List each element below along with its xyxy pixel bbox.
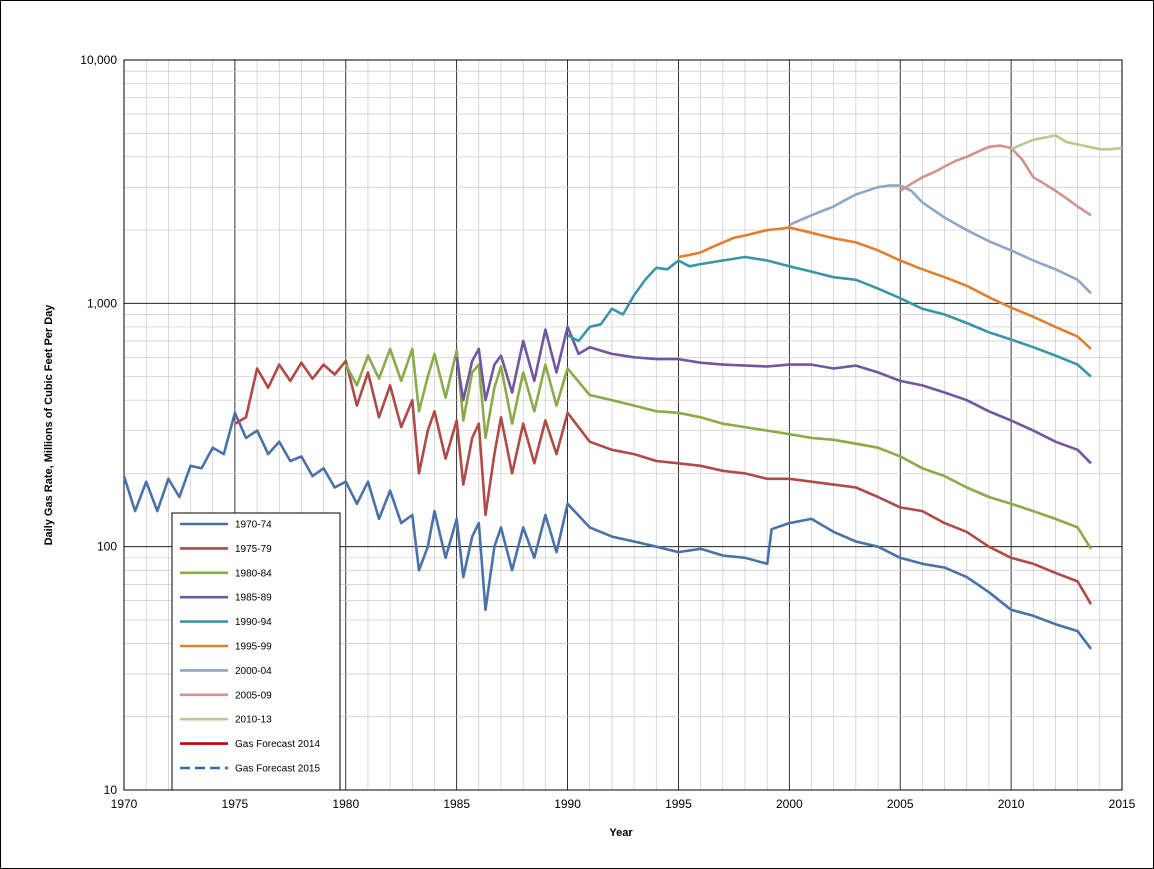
- y-tick-label: 10: [104, 783, 118, 797]
- series-line-1990-94: [566, 255, 1092, 378]
- legend-label: 1990-94: [235, 617, 272, 628]
- series-line-2010-13: [1010, 134, 1123, 151]
- legend-label: 1985-89: [235, 593, 272, 604]
- y-tick-label: 10,000: [80, 53, 117, 67]
- x-axis-label: Year: [609, 827, 633, 839]
- legend-label: 2005-09: [235, 690, 272, 701]
- x-tick-label: 2015: [1109, 797, 1136, 811]
- y-axis-label: Daily Gas Rate, Millions of Cubic Feet P…: [43, 304, 55, 546]
- x-tick-label: 2005: [887, 797, 914, 811]
- series-line-1975-79: [234, 359, 1093, 605]
- legend-label: Gas Forecast 2015: [235, 764, 320, 775]
- legend-label: Gas Forecast 2014: [235, 739, 320, 750]
- x-tick-label: 2000: [776, 797, 803, 811]
- x-tick-label: 2010: [998, 797, 1025, 811]
- x-tick-label: 1990: [554, 797, 581, 811]
- y-tick-labels: 10 100 1,000 10,000: [80, 53, 117, 797]
- series-line-2000-04: [788, 184, 1092, 295]
- x-tick-label: 1995: [665, 797, 692, 811]
- legend-label: 1975-79: [235, 544, 272, 555]
- legend: 1970-74 1975-79 1980-84 1985-89 1990-94 1995-…: [171, 512, 341, 791]
- legend-label: 2010-13: [235, 715, 272, 726]
- legend-label: 1980-84: [235, 568, 272, 579]
- plot-area-border: [123, 59, 1123, 791]
- series-line-1995-99: [678, 226, 1092, 350]
- series-line-1985-89: [455, 325, 1092, 465]
- series-line-1970-74: [122, 411, 1093, 650]
- x-tick-label: 1970: [111, 797, 138, 811]
- legend-label: 2000-04: [235, 666, 272, 677]
- x-tick-labels: 1970 1975 1980 1985 1990 1995 2000 2005 2010 2015: [111, 797, 1136, 811]
- y-tick-label: 100: [97, 540, 117, 554]
- legend-label: 1995-99: [235, 642, 272, 653]
- series-lines: [122, 134, 1123, 650]
- x-tick-label: 1985: [443, 797, 470, 811]
- series-line-2005-09: [899, 144, 1092, 217]
- legend-label: 1970-74: [235, 520, 272, 531]
- y-tick-label: 1,000: [87, 296, 117, 310]
- x-tick-label: 1980: [332, 797, 359, 811]
- x-tick-label: 1975: [222, 797, 249, 811]
- series-line-1980-84: [344, 347, 1093, 550]
